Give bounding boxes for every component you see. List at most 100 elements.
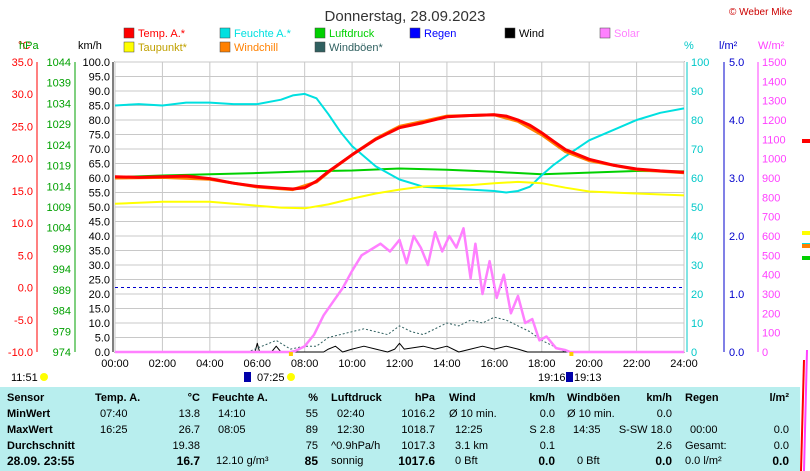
sunset-label: 19:16	[538, 372, 566, 384]
series-layer	[114, 92, 685, 354]
tick-wind: 95.0	[89, 72, 110, 84]
legend-swatch	[599, 27, 611, 39]
tick-solar: 1200	[762, 115, 786, 127]
stats-min-hum: 55	[305, 408, 318, 420]
sunrise-label: 07:25	[257, 372, 285, 384]
tick-humidity: 20	[691, 289, 703, 301]
stats-current-hum: 85	[304, 454, 318, 468]
tick-pressure: 989	[53, 285, 71, 297]
x-tick-label: 20:00	[575, 358, 603, 370]
tick-pressure: 994	[53, 264, 71, 276]
stats-avg-wind-dist: 3.1 km	[455, 440, 489, 452]
sun-markers: 11:51 07:25 19:16 19:13	[11, 352, 602, 384]
stats-min-temp: 13.8	[178, 408, 200, 420]
stats-header-sensor: Sensor	[7, 392, 45, 404]
tick-temp: 25.0	[12, 121, 33, 133]
tick-wind: 75.0	[89, 130, 110, 142]
series-windb-en	[115, 316, 684, 353]
tick-wind: 15.0	[89, 304, 110, 316]
tick-wind: 40.0	[89, 231, 110, 243]
tick-solar: 1100	[762, 134, 786, 146]
legend-item-taupunkt: Taupunkt*	[138, 42, 188, 54]
legend-item-regen: Regen	[424, 28, 456, 40]
axis-unit-humidity: %	[684, 40, 694, 52]
tick-wind: 50.0	[89, 202, 110, 214]
tick-wind: 25.0	[89, 275, 110, 287]
stats-min-press-time: 02:40	[337, 408, 365, 420]
tick-solar: 1400	[762, 76, 786, 88]
x-tick-label: 02:00	[149, 358, 177, 370]
series-taupunkt	[114, 180, 685, 210]
tick-rain: 1.0	[729, 289, 744, 301]
tick-temp: -5.0	[14, 315, 33, 327]
axis-unit-pressure: hPa	[19, 40, 39, 52]
stats-avg-press-trend: ^0.9hPa/h	[331, 440, 381, 452]
tick-solar: 500	[762, 250, 780, 262]
stats-min-gust: 0.0	[656, 408, 672, 420]
tick-pressure: 1004	[47, 223, 71, 235]
stats-min-gust-label: Ø 10 min.	[567, 408, 615, 420]
tick-humidity: 10	[691, 318, 703, 330]
left-sun-icon	[40, 373, 48, 381]
tick-wind: 100.0	[82, 57, 110, 69]
stats-max-wind-time: 12:25	[455, 424, 483, 436]
stats-min-hum-time: 14:10	[218, 408, 246, 420]
tick-temp: 15.0	[12, 186, 33, 198]
stats-header-temp: Temp. A.	[95, 392, 141, 404]
stats-current-press-text: sonnig	[331, 455, 364, 467]
series-temp-a	[114, 113, 685, 191]
stats-avg-press: 1017.3	[401, 440, 435, 452]
tick-humidity: 60	[691, 173, 703, 185]
tick-wind: 35.0	[89, 246, 110, 258]
stats-current-wind: 0.0	[538, 454, 555, 468]
tick-pressure: 1029	[47, 119, 71, 131]
tick-solar: 700	[762, 212, 780, 224]
tick-pressure: 984	[53, 306, 71, 318]
stats-max-press: 1018.7	[401, 424, 435, 436]
tick-pressure: 1009	[47, 202, 71, 214]
axis-unit-temp: °C	[18, 40, 30, 52]
legend-swatch	[314, 41, 326, 53]
tick-wind: 80.0	[89, 115, 110, 127]
stats-current-press: 1017.6	[398, 454, 435, 468]
stats-avg-rain: 0.0	[773, 440, 789, 452]
tick-solar: 1500	[762, 57, 786, 69]
tick-humidity: 40	[691, 231, 703, 243]
stats-header-temp-unit: °C	[187, 392, 200, 404]
stats-avg-gust: 2.6	[656, 440, 672, 452]
tick-solar: 300	[762, 289, 780, 301]
legend-item-solar: Solar	[614, 28, 640, 40]
legend: Temp. A.* Feuchte A.* Luftdruck Regen Wind So…	[123, 27, 640, 54]
stats-max-press-time: 12:30	[337, 424, 365, 436]
stats-header-wind: Wind	[449, 392, 476, 404]
tick-solar: 1300	[762, 96, 786, 108]
grid-lines	[114, 61, 685, 353]
stats-min-press: 1016.2	[401, 408, 435, 420]
stats-max-temp-time: 16:25	[100, 424, 128, 436]
tick-pressure: 979	[53, 326, 71, 338]
stats-header-hum: Feuchte A.	[212, 392, 268, 404]
stats-max-gust: S-SW 18.0	[618, 424, 672, 436]
stats-max-wind: S 2.8	[529, 424, 555, 436]
tick-wind: 70.0	[89, 144, 110, 156]
stats-header-press-unit: hPa	[414, 392, 435, 404]
tick-wind: 20.0	[89, 289, 110, 301]
x-tick-label: 10:00	[338, 358, 366, 370]
tick-temp: 5.0	[18, 250, 33, 262]
tick-wind: 45.0	[89, 217, 110, 229]
series-feuchte-a	[114, 92, 685, 194]
sunset2-label: 19:13	[574, 372, 602, 384]
stats-min-wind-label: Ø 10 min.	[449, 408, 497, 420]
legend-swatch	[409, 27, 421, 39]
stats-max-hum-time: 08:05	[218, 424, 246, 436]
tick-solar: 900	[762, 173, 780, 185]
tick-solar: 600	[762, 231, 780, 243]
left-time-label: 11:51	[11, 372, 38, 384]
legend-item-feuchte-a: Feuchte A.*	[234, 28, 292, 40]
stats-min-wind: 0.0	[539, 408, 555, 420]
x-tick-label: 06:00	[243, 358, 271, 370]
legend-swatch	[123, 27, 135, 39]
tick-wind: 65.0	[89, 159, 110, 171]
stats-current-temp: 16.7	[176, 454, 200, 468]
tick-humidity: 100	[691, 57, 709, 69]
